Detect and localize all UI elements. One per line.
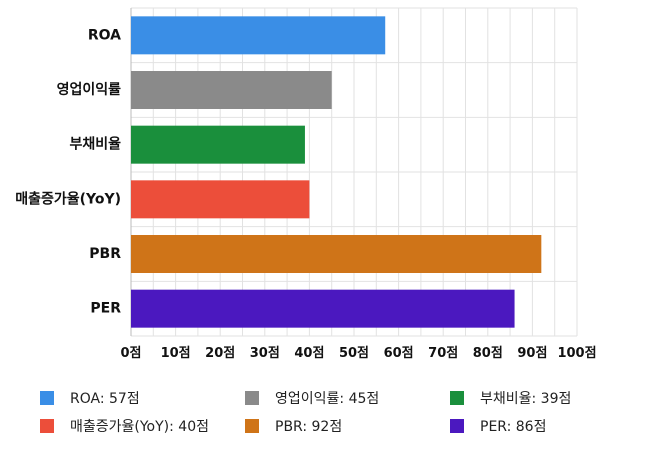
grid (130, 7, 578, 337)
bar (131, 289, 515, 328)
legend-label: PBR: 92점 (275, 419, 343, 435)
x-tick-label: 30점 (250, 346, 280, 361)
bars (131, 16, 542, 328)
x-tick-label: 90점 (517, 346, 547, 361)
x-tick-label: 50점 (339, 346, 369, 361)
category-label: 매출증가율(YoY) (15, 190, 121, 207)
category-label: PER (90, 301, 121, 317)
legend-label: 부채비율: 39점 (480, 391, 572, 407)
legend-item-roa: ROA: 57점 (40, 388, 140, 408)
legend-item-per: PER: 86점 (450, 416, 546, 436)
legend-swatch (245, 391, 259, 405)
legend-label: PER: 86점 (480, 419, 547, 435)
bar (131, 71, 332, 109)
bar (131, 16, 386, 55)
legend-label: ROA: 57점 (70, 391, 140, 407)
legend-item-revenue-growth: 매출증가율(YoY): 40점 (40, 416, 209, 436)
category-label: ROA (88, 27, 121, 43)
legend-swatch (450, 419, 464, 433)
category-label: PBR (89, 246, 121, 262)
bar (131, 180, 310, 219)
x-tick-label: 40점 (294, 346, 324, 361)
legend-label: 매출증가율(YoY): 40점 (70, 419, 209, 435)
legend-swatch (40, 419, 54, 433)
x-tick-label: 100점 (557, 346, 596, 361)
category-label: 부채비율 (69, 136, 121, 153)
category-label: 영업이익률 (57, 81, 122, 98)
x-axis-ticks: 0점 10점 20점 30점 40점 50점 60점 70점 80점 90점 100점 (120, 346, 596, 361)
legend-swatch (40, 391, 54, 405)
legend-item-debt-ratio: 부채비율: 39점 (450, 388, 571, 408)
bar (131, 125, 305, 164)
x-tick-label: 80점 (473, 346, 503, 361)
x-tick-label: 0점 (120, 346, 141, 361)
legend-label: 영업이익률: 45점 (275, 391, 380, 407)
x-tick-label: 60점 (384, 346, 414, 361)
x-tick-label: 20점 (205, 346, 235, 361)
legend-swatch (450, 391, 464, 405)
x-tick-label: 70점 (428, 346, 458, 361)
legend-swatch (245, 419, 259, 433)
legend-item-operating-margin: 영업이익률: 45점 (245, 388, 379, 408)
x-tick-label: 10점 (161, 346, 191, 361)
legend-item-pbr: PBR: 92점 (245, 416, 342, 436)
bar (131, 235, 542, 273)
